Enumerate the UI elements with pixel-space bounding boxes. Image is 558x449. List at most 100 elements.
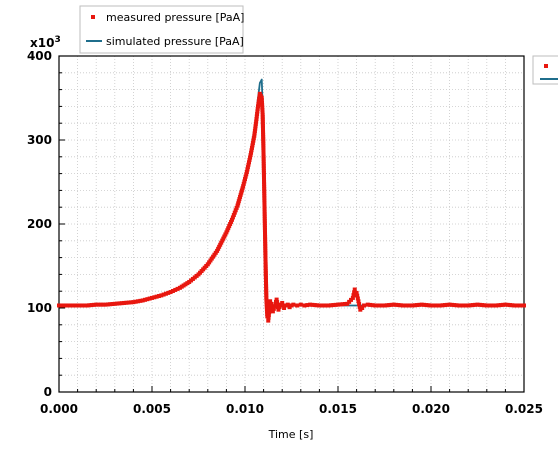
red-square-marker-icon bbox=[544, 64, 548, 68]
measured-point bbox=[249, 145, 254, 150]
measured-point bbox=[262, 180, 267, 184]
measured-point bbox=[377, 303, 382, 308]
measured-point bbox=[229, 217, 234, 222]
measured-point bbox=[126, 300, 131, 305]
measured-point bbox=[410, 303, 415, 308]
measured-point bbox=[491, 303, 496, 308]
measured-point bbox=[312, 303, 317, 308]
measured-point bbox=[355, 293, 360, 298]
measured-point bbox=[173, 287, 178, 292]
measured-point bbox=[261, 137, 266, 142]
measured-point bbox=[280, 300, 285, 305]
measured-point bbox=[308, 302, 313, 307]
measured-point bbox=[431, 303, 436, 308]
measured-point bbox=[480, 303, 485, 308]
measured-point bbox=[259, 98, 264, 103]
measured-point bbox=[387, 303, 392, 308]
measured-point bbox=[482, 303, 487, 308]
measured-point bbox=[77, 303, 82, 308]
measured-point bbox=[496, 303, 501, 308]
measured-point bbox=[373, 303, 378, 308]
measured-point bbox=[398, 303, 403, 308]
measured-point bbox=[382, 303, 387, 308]
measured-point bbox=[73, 303, 78, 308]
measured-point bbox=[117, 301, 122, 306]
measured-point bbox=[317, 303, 322, 308]
measured-point bbox=[394, 302, 399, 307]
measured-point bbox=[263, 275, 268, 280]
measured-point bbox=[459, 303, 464, 308]
measured-point bbox=[466, 303, 471, 308]
measured-point bbox=[519, 303, 524, 308]
measured-point bbox=[357, 304, 362, 309]
measured-point bbox=[175, 286, 180, 291]
measured-point bbox=[262, 216, 267, 221]
measured-point bbox=[261, 139, 266, 144]
measured-point bbox=[262, 212, 267, 217]
measured-point bbox=[261, 148, 266, 153]
measured-point bbox=[150, 295, 154, 300]
measured-point bbox=[256, 104, 261, 109]
measured-point bbox=[336, 302, 340, 307]
measured-point bbox=[57, 303, 61, 308]
measured-point bbox=[84, 303, 89, 308]
measured-point bbox=[264, 302, 269, 307]
measured-point bbox=[445, 302, 450, 307]
measured-point bbox=[368, 302, 373, 307]
measured-point bbox=[263, 273, 268, 278]
measured-point bbox=[89, 303, 94, 308]
measured-point bbox=[264, 293, 269, 298]
measured-point bbox=[261, 145, 266, 150]
measured-point bbox=[264, 288, 269, 293]
measured-point bbox=[264, 304, 269, 309]
measured-point bbox=[319, 303, 324, 308]
measured-point bbox=[352, 290, 357, 295]
measured-point bbox=[251, 136, 256, 141]
measured-point bbox=[223, 232, 228, 237]
measured-point bbox=[68, 303, 73, 308]
measured-point bbox=[263, 241, 268, 246]
measured-point bbox=[260, 105, 265, 110]
measured-point bbox=[257, 91, 262, 96]
measured-point bbox=[263, 230, 267, 235]
x-axis-title: Time [s] bbox=[268, 428, 314, 441]
measured-point bbox=[63, 303, 68, 308]
measured-point bbox=[96, 302, 101, 307]
measured-point bbox=[470, 303, 475, 308]
measured-point bbox=[245, 165, 250, 170]
measured-point bbox=[475, 302, 480, 307]
measured-point bbox=[80, 303, 85, 308]
measured-point bbox=[264, 279, 268, 284]
measured-point bbox=[422, 302, 427, 307]
measured-point bbox=[243, 177, 247, 182]
measured-point bbox=[262, 228, 267, 233]
measured-point bbox=[275, 300, 280, 305]
measured-point bbox=[365, 302, 370, 307]
measured-point bbox=[252, 131, 257, 136]
measured-point bbox=[221, 236, 226, 241]
measured-point bbox=[263, 266, 268, 271]
measured-point bbox=[380, 303, 385, 308]
measured-point bbox=[263, 264, 268, 269]
measured-point bbox=[215, 248, 220, 253]
measured-point bbox=[267, 310, 272, 315]
measured-point bbox=[429, 303, 433, 308]
measured-point bbox=[245, 167, 250, 172]
measured-point bbox=[274, 297, 279, 302]
measured-point bbox=[133, 299, 138, 304]
measured-point bbox=[424, 303, 429, 308]
measured-point bbox=[357, 302, 362, 307]
measured-point bbox=[253, 121, 258, 126]
measured-point bbox=[263, 260, 268, 265]
measured-point bbox=[154, 294, 159, 299]
measured-point bbox=[262, 207, 267, 212]
measured-point bbox=[264, 307, 269, 312]
measured-point bbox=[505, 302, 510, 307]
measured-point bbox=[263, 253, 268, 258]
measured-point bbox=[260, 117, 265, 122]
y-multiplier-label: x103 bbox=[30, 35, 61, 50]
measured-point bbox=[261, 128, 266, 133]
measured-point bbox=[272, 304, 277, 309]
measured-point bbox=[260, 112, 265, 117]
measured-point bbox=[333, 302, 338, 307]
